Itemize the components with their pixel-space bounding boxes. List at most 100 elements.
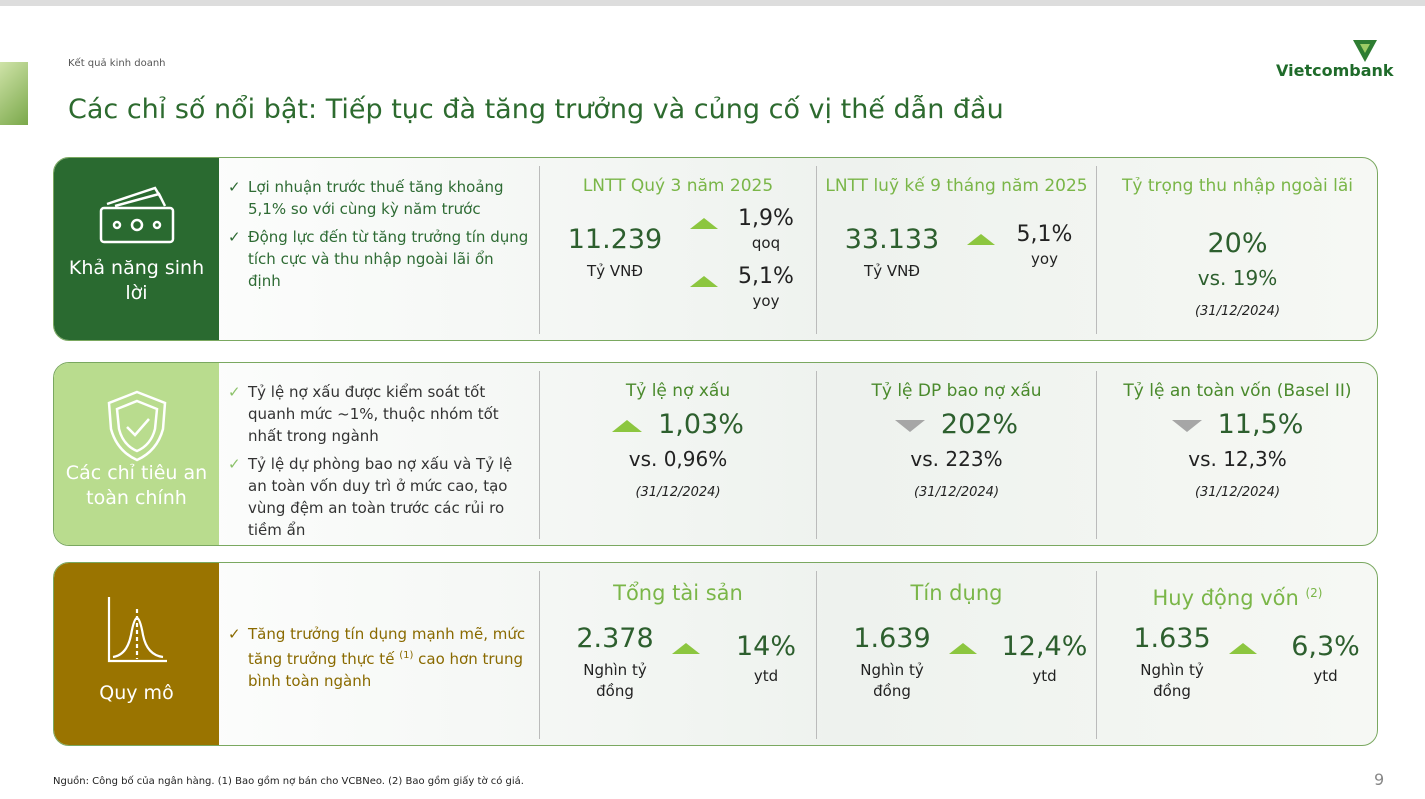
- metric-value-line: 20%: [1097, 228, 1377, 259]
- bullet-text: Tỷ lệ dự phòng bao nợ xấu và Tỷ lệ an to…: [248, 455, 513, 539]
- metric-date: (31/12/2024): [913, 485, 1000, 500]
- change-basis: yoy: [1031, 250, 1058, 268]
- metric-title: LNTT Quý 3 năm 2025: [544, 174, 812, 198]
- top-bar: [0, 0, 1425, 6]
- metric-title-text: Tỷ trọng thu nhập ngoài lãi: [1121, 176, 1354, 196]
- metric-compare: vs. 19%: [1197, 266, 1278, 290]
- metric-title-text: Tỷ lệ an toàn vốn (Basel II): [1123, 381, 1352, 401]
- bullet-list: ✓ Tăng trưởng tín dụng mạnh mẽ, mức tăng …: [226, 623, 531, 698]
- metric-card: Tỷ lệ an toàn vốn (Basel II) 11,5% vs. 12,…: [1096, 371, 1377, 539]
- row-label: Khả năng sinh lời: [68, 257, 205, 304]
- metric-title-text: LNTT Quý 3 năm 2025: [582, 176, 774, 196]
- trend-arrow: [690, 218, 718, 229]
- metric-title: Huy động vốn (2): [1101, 581, 1374, 610]
- metric-value: 11.239: [567, 224, 663, 255]
- bullet-item: ✓ Tỷ lệ nợ xấu được kiểm soát tốt quanh m…: [226, 381, 531, 447]
- metric-title-text: Tổng tài sản: [613, 581, 743, 605]
- change-basis: qoq: [751, 234, 781, 252]
- change-basis: yoy: [752, 292, 780, 310]
- change-value: 5,1%: [1016, 222, 1073, 247]
- metric-title: Tỷ lệ nợ xấu: [544, 379, 812, 403]
- row-icon: [54, 389, 219, 467]
- bullet-item: ✓ Tăng trưởng tín dụng mạnh mẽ, mức tăng …: [226, 623, 531, 692]
- metric-card: LNTT luỹ kế 9 tháng năm 2025 33.133 Tỷ VNĐ…: [816, 166, 1096, 334]
- bullet-list: ✓ Lợi nhuận trước thuế tăng khoảng 5,1% s…: [226, 176, 531, 298]
- bullet-text: Tăng trưởng tín dụng mạnh mẽ, mức tăng t…: [248, 625, 526, 668]
- metric-title: Tỷ trọng thu nhập ngoài lãi: [1101, 174, 1374, 198]
- trend-arrow: [894, 419, 925, 432]
- metric-compare: vs. 223%: [910, 447, 1003, 471]
- bullet-text: Tỷ lệ nợ xấu được kiểm soát tốt quanh mứ…: [248, 383, 499, 445]
- metric-value: 11,5%: [1217, 409, 1304, 440]
- check-mark: ✓: [228, 228, 241, 246]
- metric-title-text: Huy động vốn: [1152, 586, 1299, 610]
- change-basis: ytd: [1313, 667, 1338, 685]
- metric-card: Tín dụng 1.639 Nghìn tỷ đồng 12,4% ytd: [816, 571, 1096, 739]
- metric-value: 1.635: [1133, 623, 1211, 654]
- metric-card: Tỷ lệ DP bao nợ xấu 202% vs. 223% (31/12/20…: [816, 371, 1096, 539]
- check-mark: ✓: [228, 455, 241, 473]
- accent-tab: [0, 62, 28, 125]
- slide-title: Các chỉ số nổi bật: Tiếp tục đà tăng trư…: [68, 94, 1004, 125]
- check-mark: ✓: [228, 383, 241, 401]
- metric-card: LNTT Quý 3 năm 2025 11.239 Tỷ VNĐ 1,9% qoq 5,…: [539, 166, 816, 334]
- metric-row: Các chỉ tiêu an toàn chính ✓ Tỷ lệ nợ xấu …: [53, 362, 1378, 546]
- bullet-list: ✓ Tỷ lệ nợ xấu được kiểm soát tốt quanh m…: [226, 381, 531, 545]
- metric-row: Quy mô ✓ Tăng trưởng tín dụng mạnh mẽ, mức…: [53, 562, 1378, 746]
- trend-arrow: [612, 419, 643, 432]
- metric-value: 1.639: [853, 623, 931, 654]
- metric-unit: Nghìn tỷ đồng: [583, 661, 647, 700]
- change-basis: ytd: [753, 667, 779, 685]
- check-mark: ✓: [228, 178, 241, 196]
- row-label: Các chỉ tiêu an toàn chính: [65, 462, 208, 509]
- row-label: Quy mô: [99, 682, 174, 704]
- row-icon: [54, 595, 219, 669]
- metric-title-text: Tín dụng: [910, 581, 1003, 605]
- row-label-block: Khả năng sinh lời: [54, 158, 219, 340]
- trend-arrow: [690, 276, 718, 287]
- row-icon: [54, 184, 219, 250]
- page-number: 9: [1374, 770, 1385, 789]
- trend-arrow: [949, 643, 977, 654]
- change-value: 12,4%: [1001, 631, 1088, 662]
- metric-unit: Nghìn tỷ đồng: [860, 661, 924, 700]
- metric-value: 2.378: [576, 623, 654, 654]
- metric-title-text: Tỷ lệ nợ xấu: [625, 381, 731, 401]
- metric-unit: Nghìn tỷ đồng: [1140, 661, 1204, 700]
- change-value: 6,3%: [1291, 631, 1360, 662]
- metric-title: Tỷ lệ DP bao nợ xấu: [821, 379, 1092, 403]
- metric-value: 202%: [940, 409, 1019, 440]
- trend-arrow: [672, 643, 700, 654]
- metric-date: (31/12/2024): [1194, 485, 1281, 500]
- footnote: Nguồn: Công bố của ngân hàng. (1) Bao gồ…: [53, 776, 524, 787]
- trend-arrow: [1229, 643, 1257, 654]
- metric-title: Tín dụng: [821, 581, 1092, 605]
- metric-value: 20%: [1207, 228, 1268, 259]
- metric-value: 33.133: [844, 224, 940, 255]
- metric-compare: vs. 0,96%: [628, 447, 728, 471]
- bullet-text: Động lực đến từ tăng trưởng tín dụng tíc…: [248, 228, 529, 290]
- bullet-item: ✓ Lợi nhuận trước thuế tăng khoảng 5,1% s…: [226, 176, 531, 220]
- row-label-block: Quy mô: [54, 563, 219, 745]
- metric-unit: Tỷ VNĐ: [587, 262, 643, 280]
- logo-icon: [1353, 40, 1377, 62]
- metric-value-line: 1,03%: [540, 409, 816, 440]
- metric-card: Tổng tài sản 2.378 Nghìn tỷ đồng 14% ytd: [539, 571, 816, 739]
- row-label-block: Các chỉ tiêu an toàn chính: [54, 363, 219, 545]
- change-value: 5,1%: [738, 264, 794, 289]
- footnote-ref: (1): [399, 650, 414, 661]
- metric-date: (31/12/2024): [1194, 304, 1281, 319]
- section-label: Kết quả kinh doanh: [68, 58, 166, 69]
- metric-value-line: 11,5%: [1097, 409, 1377, 440]
- metric-compare: vs. 12,3%: [1188, 447, 1287, 471]
- metric-card: Huy động vốn (2) 1.635 Nghìn tỷ đồng 6,3% yt…: [1096, 571, 1377, 739]
- bullet-item: ✓ Tỷ lệ dự phòng bao nợ xấu và Tỷ lệ an t…: [226, 453, 531, 541]
- metric-unit: Tỷ VNĐ: [864, 262, 920, 280]
- trend-arrow: [967, 234, 995, 245]
- check-mark: ✓: [228, 625, 241, 643]
- metric-card: Tỷ lệ nợ xấu 1,03% vs. 0,96% (31/12/2024): [539, 371, 816, 539]
- bullet-item: ✓ Động lực đến từ tăng trưởng tín dụng tí…: [226, 226, 531, 292]
- metric-date: (31/12/2024): [635, 485, 721, 500]
- change-basis: ytd: [1032, 667, 1057, 685]
- metric-title: Tổng tài sản: [544, 581, 812, 605]
